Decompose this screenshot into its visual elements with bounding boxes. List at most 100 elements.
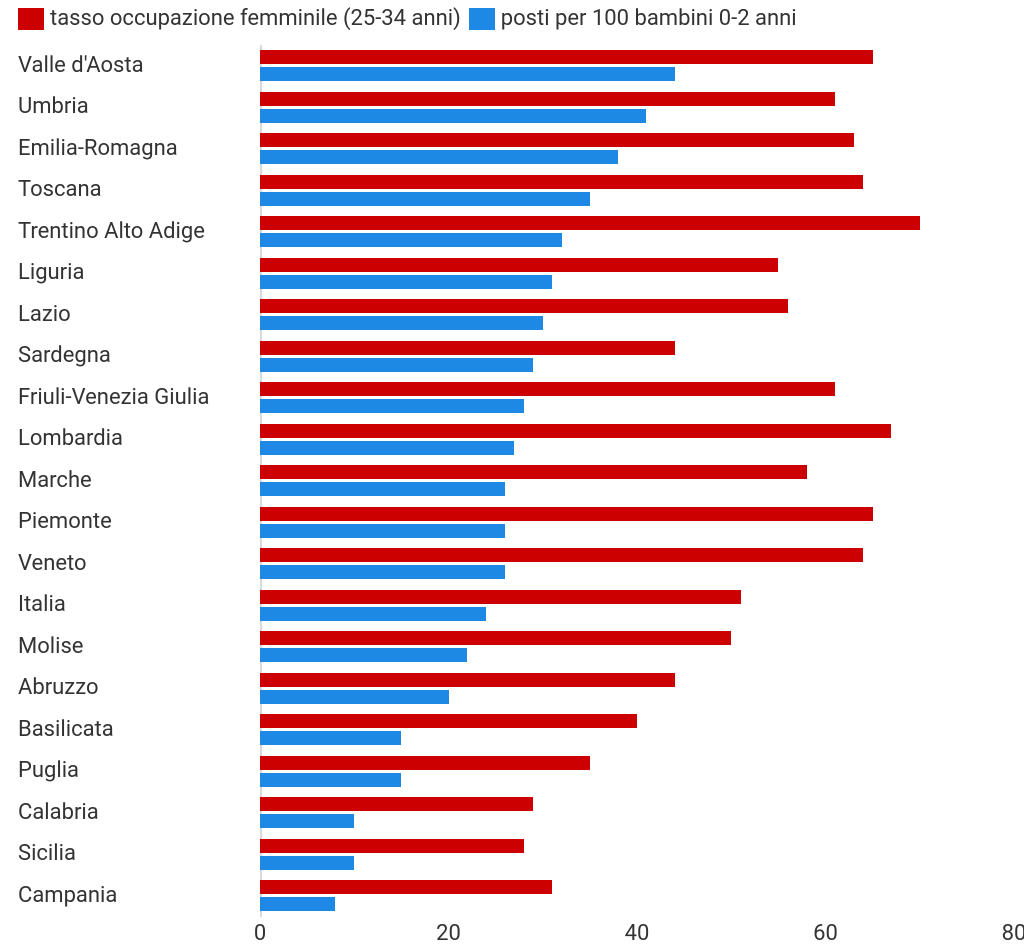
bar-row: Molise	[10, 626, 1014, 668]
bar-row: Sardegna	[10, 336, 1014, 378]
x-tick-label: 20	[436, 921, 461, 946]
bar-s1	[260, 797, 533, 811]
bars-cell	[260, 834, 1014, 876]
bars-cell	[260, 460, 1014, 502]
x-tick-label: 80	[1002, 921, 1024, 946]
bar-row: Trentino Alto Adige	[10, 211, 1014, 253]
category-label: Basilicata	[10, 718, 260, 742]
category-label: Toscana	[10, 178, 260, 202]
bar-s1	[260, 548, 863, 562]
bar-s2	[260, 690, 449, 704]
bar-s1	[260, 299, 788, 313]
bar-row: Calabria	[10, 792, 1014, 834]
bar-s2	[260, 814, 354, 828]
bars-cell	[260, 502, 1014, 544]
bar-s2	[260, 607, 486, 621]
category-label: Marche	[10, 469, 260, 493]
bars-cell	[260, 419, 1014, 461]
bars-cell	[260, 87, 1014, 129]
bars-cell	[260, 792, 1014, 834]
category-label: Veneto	[10, 552, 260, 576]
bar-row: Piemonte	[10, 502, 1014, 544]
bar-s1	[260, 50, 873, 64]
bar-row: Italia	[10, 585, 1014, 627]
bar-row: Puglia	[10, 751, 1014, 793]
category-label: Sardegna	[10, 344, 260, 368]
bar-s2	[260, 316, 543, 330]
bars-cell	[260, 211, 1014, 253]
bar-s2	[260, 773, 401, 787]
category-label: Lombardia	[10, 427, 260, 451]
bars-cell	[260, 253, 1014, 295]
bar-s1	[260, 341, 675, 355]
category-label: Puglia	[10, 759, 260, 783]
bar-s2	[260, 192, 590, 206]
bar-s2	[260, 482, 505, 496]
bar-s1	[260, 216, 920, 230]
bar-row: Emilia-Romagna	[10, 128, 1014, 170]
bar-s1	[260, 258, 778, 272]
category-label: Emilia-Romagna	[10, 137, 260, 161]
bar-s1	[260, 175, 863, 189]
bar-s2	[260, 856, 354, 870]
legend-label: tasso occupazione femminile (25-34 anni)	[50, 6, 461, 31]
category-label: Friuli-Venezia Giulia	[10, 386, 260, 410]
category-label: Piemonte	[10, 510, 260, 534]
bar-s2	[260, 524, 505, 538]
bar-row: Valle d'Aosta	[10, 45, 1014, 87]
bar-s2	[260, 897, 335, 911]
category-label: Campania	[10, 884, 260, 908]
bar-s2	[260, 648, 467, 662]
bars-cell	[260, 294, 1014, 336]
bar-row: Veneto	[10, 543, 1014, 585]
bars-cell	[260, 45, 1014, 87]
bar-s2	[260, 358, 533, 372]
bar-s1	[260, 590, 741, 604]
bar-s1	[260, 756, 590, 770]
bar-s2	[260, 275, 552, 289]
legend-swatch	[18, 8, 44, 30]
bar-s2	[260, 399, 524, 413]
plot-area: Valle d'Aosta Umbria Emilia-Romagna Toscana…	[10, 45, 1014, 917]
bar-row: Sicilia	[10, 834, 1014, 876]
category-label: Italia	[10, 593, 260, 617]
bar-s2	[260, 233, 562, 247]
bar-s1	[260, 92, 835, 106]
category-label: Molise	[10, 635, 260, 659]
bar-row: Lazio	[10, 294, 1014, 336]
bars-cell	[260, 875, 1014, 917]
bar-row: Abruzzo	[10, 668, 1014, 710]
bar-row: Umbria	[10, 87, 1014, 129]
category-label: Valle d'Aosta	[10, 54, 260, 78]
bar-s2	[260, 731, 401, 745]
category-label: Abruzzo	[10, 676, 260, 700]
bar-s2	[260, 441, 514, 455]
bars-cell	[260, 336, 1014, 378]
bar-row: Friuli-Venezia Giulia	[10, 377, 1014, 419]
category-label: Calabria	[10, 801, 260, 825]
bar-s1	[260, 631, 731, 645]
bar-row: Campania	[10, 875, 1014, 917]
category-label: Umbria	[10, 95, 260, 119]
bar-row: Liguria	[10, 253, 1014, 295]
bar-s2	[260, 67, 675, 81]
bars-cell	[260, 668, 1014, 710]
bar-s2	[260, 565, 505, 579]
legend-swatch	[469, 8, 495, 30]
bar-s1	[260, 714, 637, 728]
x-axis-ticks: 020406080	[260, 921, 1014, 949]
bar-s1	[260, 465, 807, 479]
category-label: Trentino Alto Adige	[10, 220, 260, 244]
legend: tasso occupazione femminile (25-34 anni)…	[10, 6, 1014, 31]
bars-cell	[260, 377, 1014, 419]
bar-s1	[260, 133, 854, 147]
bar-s2	[260, 150, 618, 164]
bars-cell	[260, 128, 1014, 170]
bars-cell	[260, 170, 1014, 212]
bar-row: Basilicata	[10, 709, 1014, 751]
legend-item: posti per 100 bambini 0-2 anni	[469, 6, 797, 31]
bars-cell	[260, 543, 1014, 585]
bar-row: Toscana	[10, 170, 1014, 212]
bar-s1	[260, 839, 524, 853]
chart-container: tasso occupazione femminile (25-34 anni)…	[0, 0, 1024, 947]
